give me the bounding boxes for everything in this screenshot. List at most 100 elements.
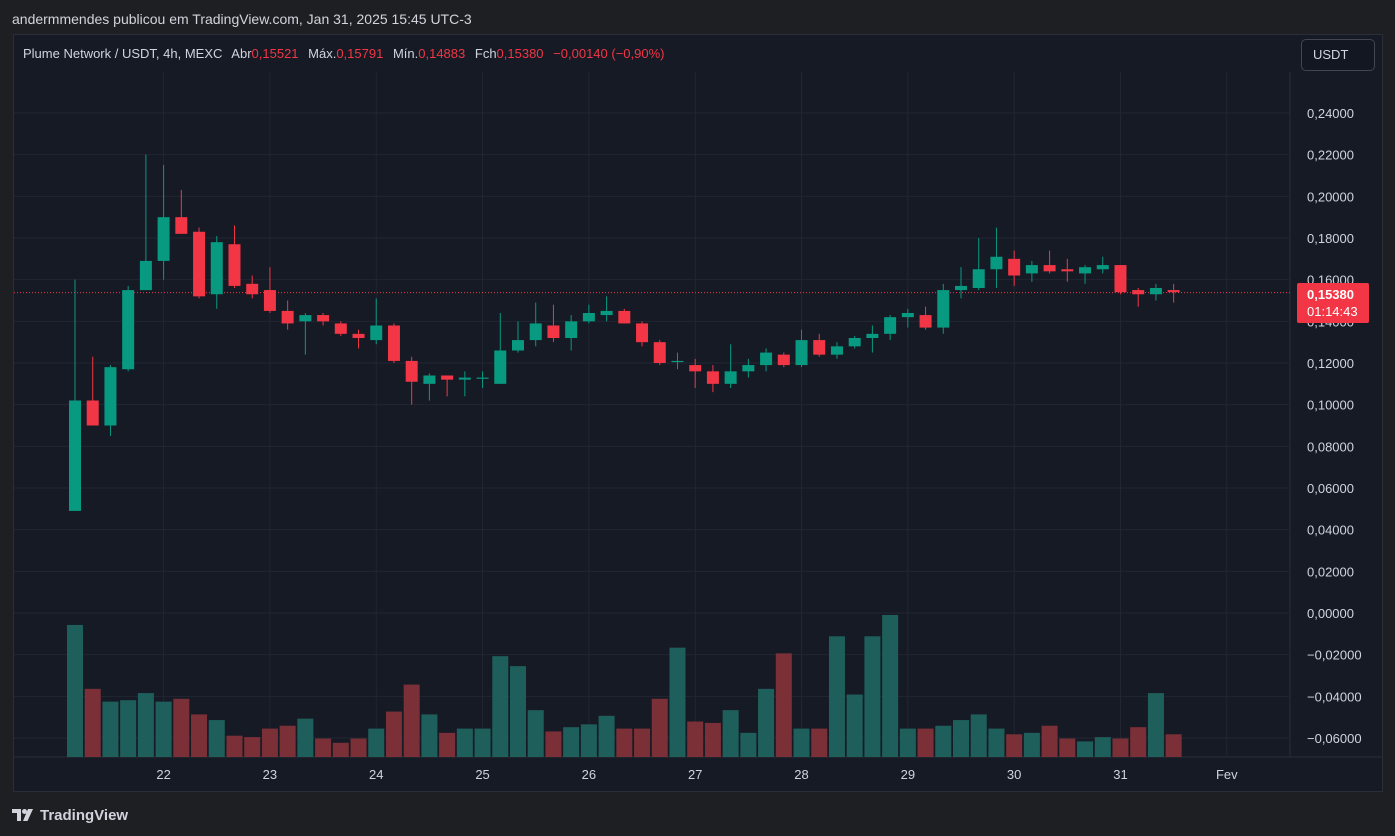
candle-body <box>86 400 99 426</box>
volume-bar <box>279 725 296 757</box>
volume-bar <box>740 732 757 757</box>
candle-body <box>795 340 808 366</box>
volume-bar <box>527 710 544 757</box>
volume-bar <box>687 721 704 757</box>
volume-bar <box>1077 741 1094 757</box>
volume-bar <box>970 714 987 757</box>
volume-bar <box>1094 737 1111 757</box>
volume-bar <box>704 722 721 757</box>
legend-open-label: Abr <box>231 46 252 61</box>
candle-body <box>246 283 259 295</box>
y-tick-label: 0,20000 <box>1307 189 1354 204</box>
candle-body <box>476 377 489 379</box>
candle-body <box>299 315 312 322</box>
volume-bar <box>137 693 154 757</box>
legend-close-value: 0,15380 <box>496 46 544 61</box>
ohlc-legend: Plume Network / USDT, 4h, MEXC Abr0,1552… <box>23 46 664 61</box>
legend-close-label: Fch <box>474 46 497 61</box>
y-tick-label: 0,06000 <box>1307 481 1354 496</box>
volume-bar <box>651 698 668 757</box>
candle-body <box>157 217 170 261</box>
volume-bar <box>492 656 509 757</box>
candle-body <box>919 315 932 328</box>
volume-bar <box>208 720 225 757</box>
legend-symbol: Plume Network / USDT, 4h, MEXC <box>23 46 223 61</box>
volume-bar <box>1147 693 1164 757</box>
volume-bar <box>828 636 845 757</box>
candle-body <box>1132 290 1145 295</box>
volume-bar <box>545 731 562 757</box>
volume-bar <box>297 718 314 757</box>
volume-bar <box>1165 734 1182 757</box>
volume-bar <box>882 615 899 757</box>
volume-bar <box>775 653 792 757</box>
volume-bar <box>899 728 916 757</box>
candle-body <box>334 323 347 334</box>
volume-bar <box>191 714 208 757</box>
candle-body <box>1061 269 1074 272</box>
volume-bar <box>173 698 190 757</box>
candle-body <box>813 340 826 355</box>
x-tick-label: 28 <box>794 767 808 782</box>
volume-bar <box>385 711 402 757</box>
legend-high-label: Máx. <box>308 46 337 61</box>
candle-body <box>210 242 223 295</box>
candle-body <box>423 375 436 384</box>
volume-bar <box>1041 725 1058 757</box>
candle-body <box>512 340 524 351</box>
candle-body <box>104 367 117 426</box>
volume-bar <box>846 694 863 757</box>
volume-bar <box>368 728 385 757</box>
last-price-tag: 0,15380 01:14:43 <box>1297 283 1369 323</box>
y-tick-label: 0,22000 <box>1307 148 1354 163</box>
last-price-value: 0,15380 <box>1307 287 1354 302</box>
y-tick-label: 0,02000 <box>1307 564 1354 579</box>
y-tick-label: −0,06000 <box>1307 731 1362 746</box>
candle-body <box>387 325 400 361</box>
volume-bar <box>811 728 828 757</box>
legend-change-value: −0,00140 (−0,90%) <box>553 46 665 61</box>
legend-low-label: Mín. <box>392 46 419 61</box>
candle-body <box>1043 265 1056 272</box>
y-tick-label: −0,02000 <box>1307 648 1362 663</box>
currency-button[interactable]: USDT <box>1301 39 1375 71</box>
candle-body <box>777 354 790 366</box>
candle-body <box>937 290 950 328</box>
volume-bar <box>793 728 810 757</box>
candle-body <box>582 313 595 322</box>
footer: TradingView <box>12 805 128 825</box>
candle-body <box>547 325 560 338</box>
bar-countdown: 01:14:43 <box>1307 304 1358 319</box>
volume-bar <box>332 742 349 757</box>
candle-body <box>1008 258 1021 276</box>
candle-body <box>760 352 773 366</box>
candle-body <box>317 315 330 322</box>
legend-open-value: 0,15521 <box>251 46 299 61</box>
volume-bar <box>563 727 580 757</box>
volume-bar <box>1059 738 1076 757</box>
chart-panel[interactable] <box>13 34 1383 792</box>
candle-body <box>228 244 241 286</box>
volume-bar <box>1112 738 1129 757</box>
candle-body <box>884 317 897 334</box>
volume-bar <box>439 732 456 757</box>
candle-body <box>600 310 613 316</box>
candle-body <box>139 260 152 291</box>
y-tick-label: −0,04000 <box>1307 689 1362 704</box>
candle-body <box>706 371 719 384</box>
candle-body <box>742 365 755 372</box>
y-tick-label: 0,04000 <box>1307 523 1354 538</box>
y-tick-label: 0,12000 <box>1307 356 1354 371</box>
y-tick-label: 0,18000 <box>1307 231 1354 246</box>
x-tick-label: Fev <box>1216 767 1238 782</box>
volume-bar <box>350 738 367 757</box>
candle-body <box>1167 290 1180 293</box>
candle-body <box>458 377 471 380</box>
legend-high-value: 0,15791 <box>336 46 384 61</box>
candle-body <box>653 342 666 363</box>
x-tick-label: 23 <box>263 767 277 782</box>
volume-bar <box>722 710 739 757</box>
volume-bar <box>634 728 651 757</box>
candle-body <box>1096 265 1109 270</box>
